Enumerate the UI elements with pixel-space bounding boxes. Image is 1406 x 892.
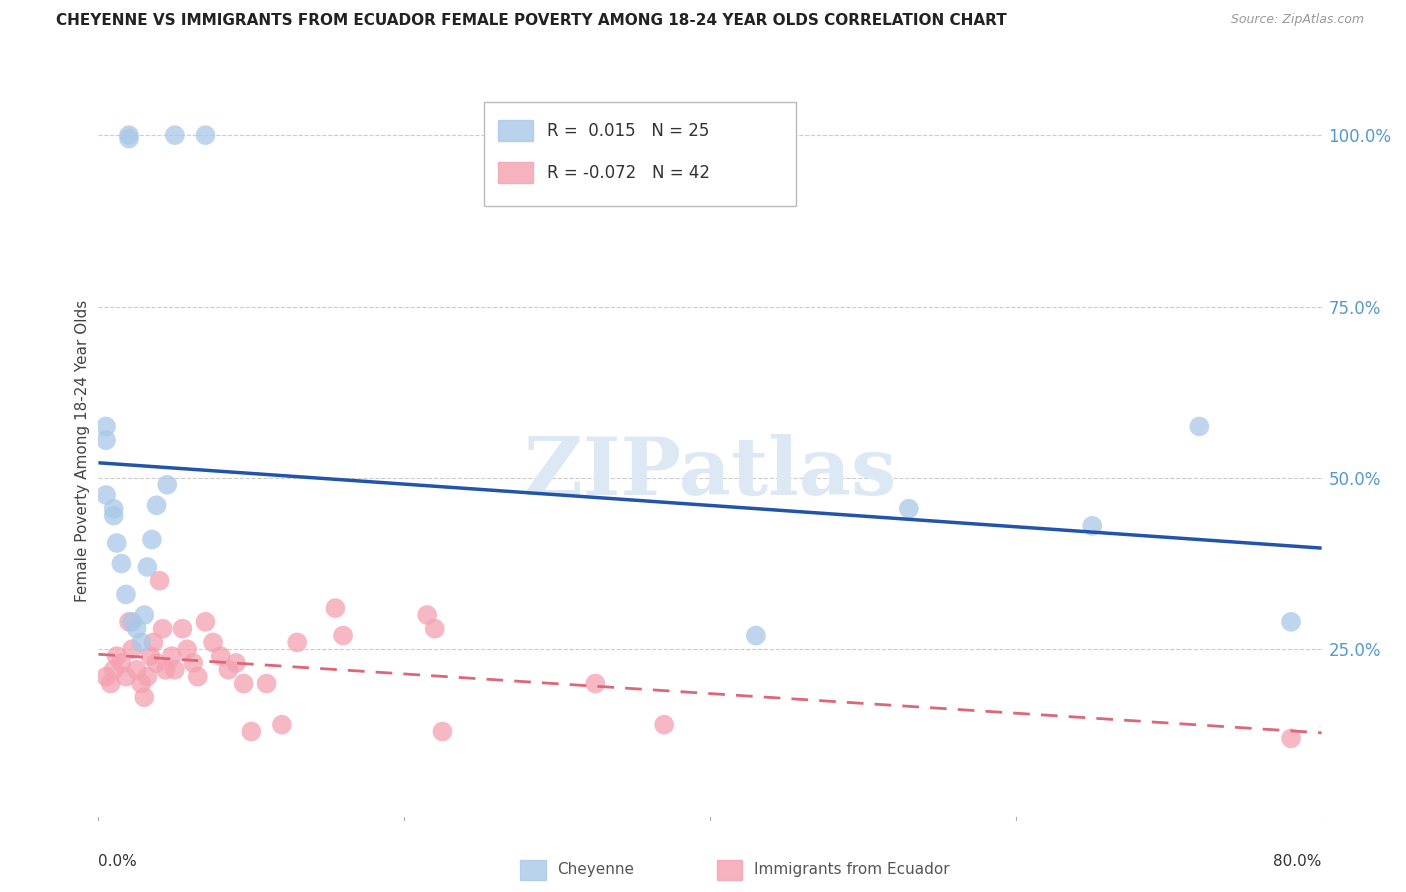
Point [152,622,174,636]
Point [110,656,132,670]
Point [163,128,186,142]
Point [1188,419,1211,434]
Point [100,676,122,690]
Point [115,670,138,684]
Point [118,131,141,145]
Point [897,501,920,516]
Point [187,670,209,684]
Text: ZIPatlas: ZIPatlas [524,434,896,512]
Point [94,670,117,684]
Point [194,615,217,629]
Point [423,622,446,636]
Point [121,642,143,657]
Point [149,574,172,588]
Point [134,607,156,622]
Point [583,676,606,690]
Point [432,724,454,739]
Point [163,663,186,677]
Point [103,508,125,523]
Text: 80.0%: 80.0% [1274,854,1322,869]
Point [94,433,117,447]
Point [118,615,141,629]
Point [110,557,132,571]
Point [105,536,128,550]
Text: R =  0.015   N = 25: R = 0.015 N = 25 [547,121,710,140]
Point [145,656,167,670]
Point [125,663,148,677]
Point [1279,615,1302,629]
Point [217,663,239,677]
Point [332,629,354,643]
Point [129,676,152,690]
Point [181,656,204,670]
Point [176,642,198,657]
Point [103,501,125,516]
Text: CHEYENNE VS IMMIGRANTS FROM ECUADOR FEMALE POVERTY AMONG 18-24 YEAR OLDS CORRELA: CHEYENNE VS IMMIGRANTS FROM ECUADOR FEMA… [56,13,1007,29]
Point [652,717,675,731]
Point [202,635,225,649]
Point [136,670,159,684]
Text: Cheyenne: Cheyenne [557,863,634,877]
Point [136,560,159,574]
Point [125,622,148,636]
Point [139,649,162,664]
Point [141,533,163,547]
Point [145,498,167,512]
Y-axis label: Female Poverty Among 18-24 Year Olds: Female Poverty Among 18-24 Year Olds [75,300,90,601]
Point [129,635,152,649]
Point [105,649,128,664]
Point [194,128,217,142]
Point [134,690,156,705]
Point [155,663,177,677]
Point [1081,519,1104,533]
Point [285,635,308,649]
FancyBboxPatch shape [498,162,533,183]
Point [160,649,183,664]
Point [225,656,247,670]
Point [232,676,254,690]
Point [156,477,179,491]
Point [118,128,141,142]
Point [209,649,232,664]
Point [416,607,439,622]
Point [142,635,165,649]
Point [172,622,194,636]
Point [94,488,117,502]
Point [94,419,117,434]
Text: Immigrants from Ecuador: Immigrants from Ecuador [754,863,949,877]
Text: R = -0.072   N = 42: R = -0.072 N = 42 [547,164,710,182]
Point [256,676,278,690]
Point [270,717,292,731]
Point [121,615,143,629]
Point [103,663,125,677]
Point [240,724,263,739]
FancyBboxPatch shape [484,103,796,206]
FancyBboxPatch shape [498,120,533,141]
Text: 0.0%: 0.0% [98,854,138,869]
Text: Source: ZipAtlas.com: Source: ZipAtlas.com [1230,13,1364,27]
Point [325,601,347,615]
Point [745,629,768,643]
Point [1279,731,1302,746]
Point [115,587,138,601]
